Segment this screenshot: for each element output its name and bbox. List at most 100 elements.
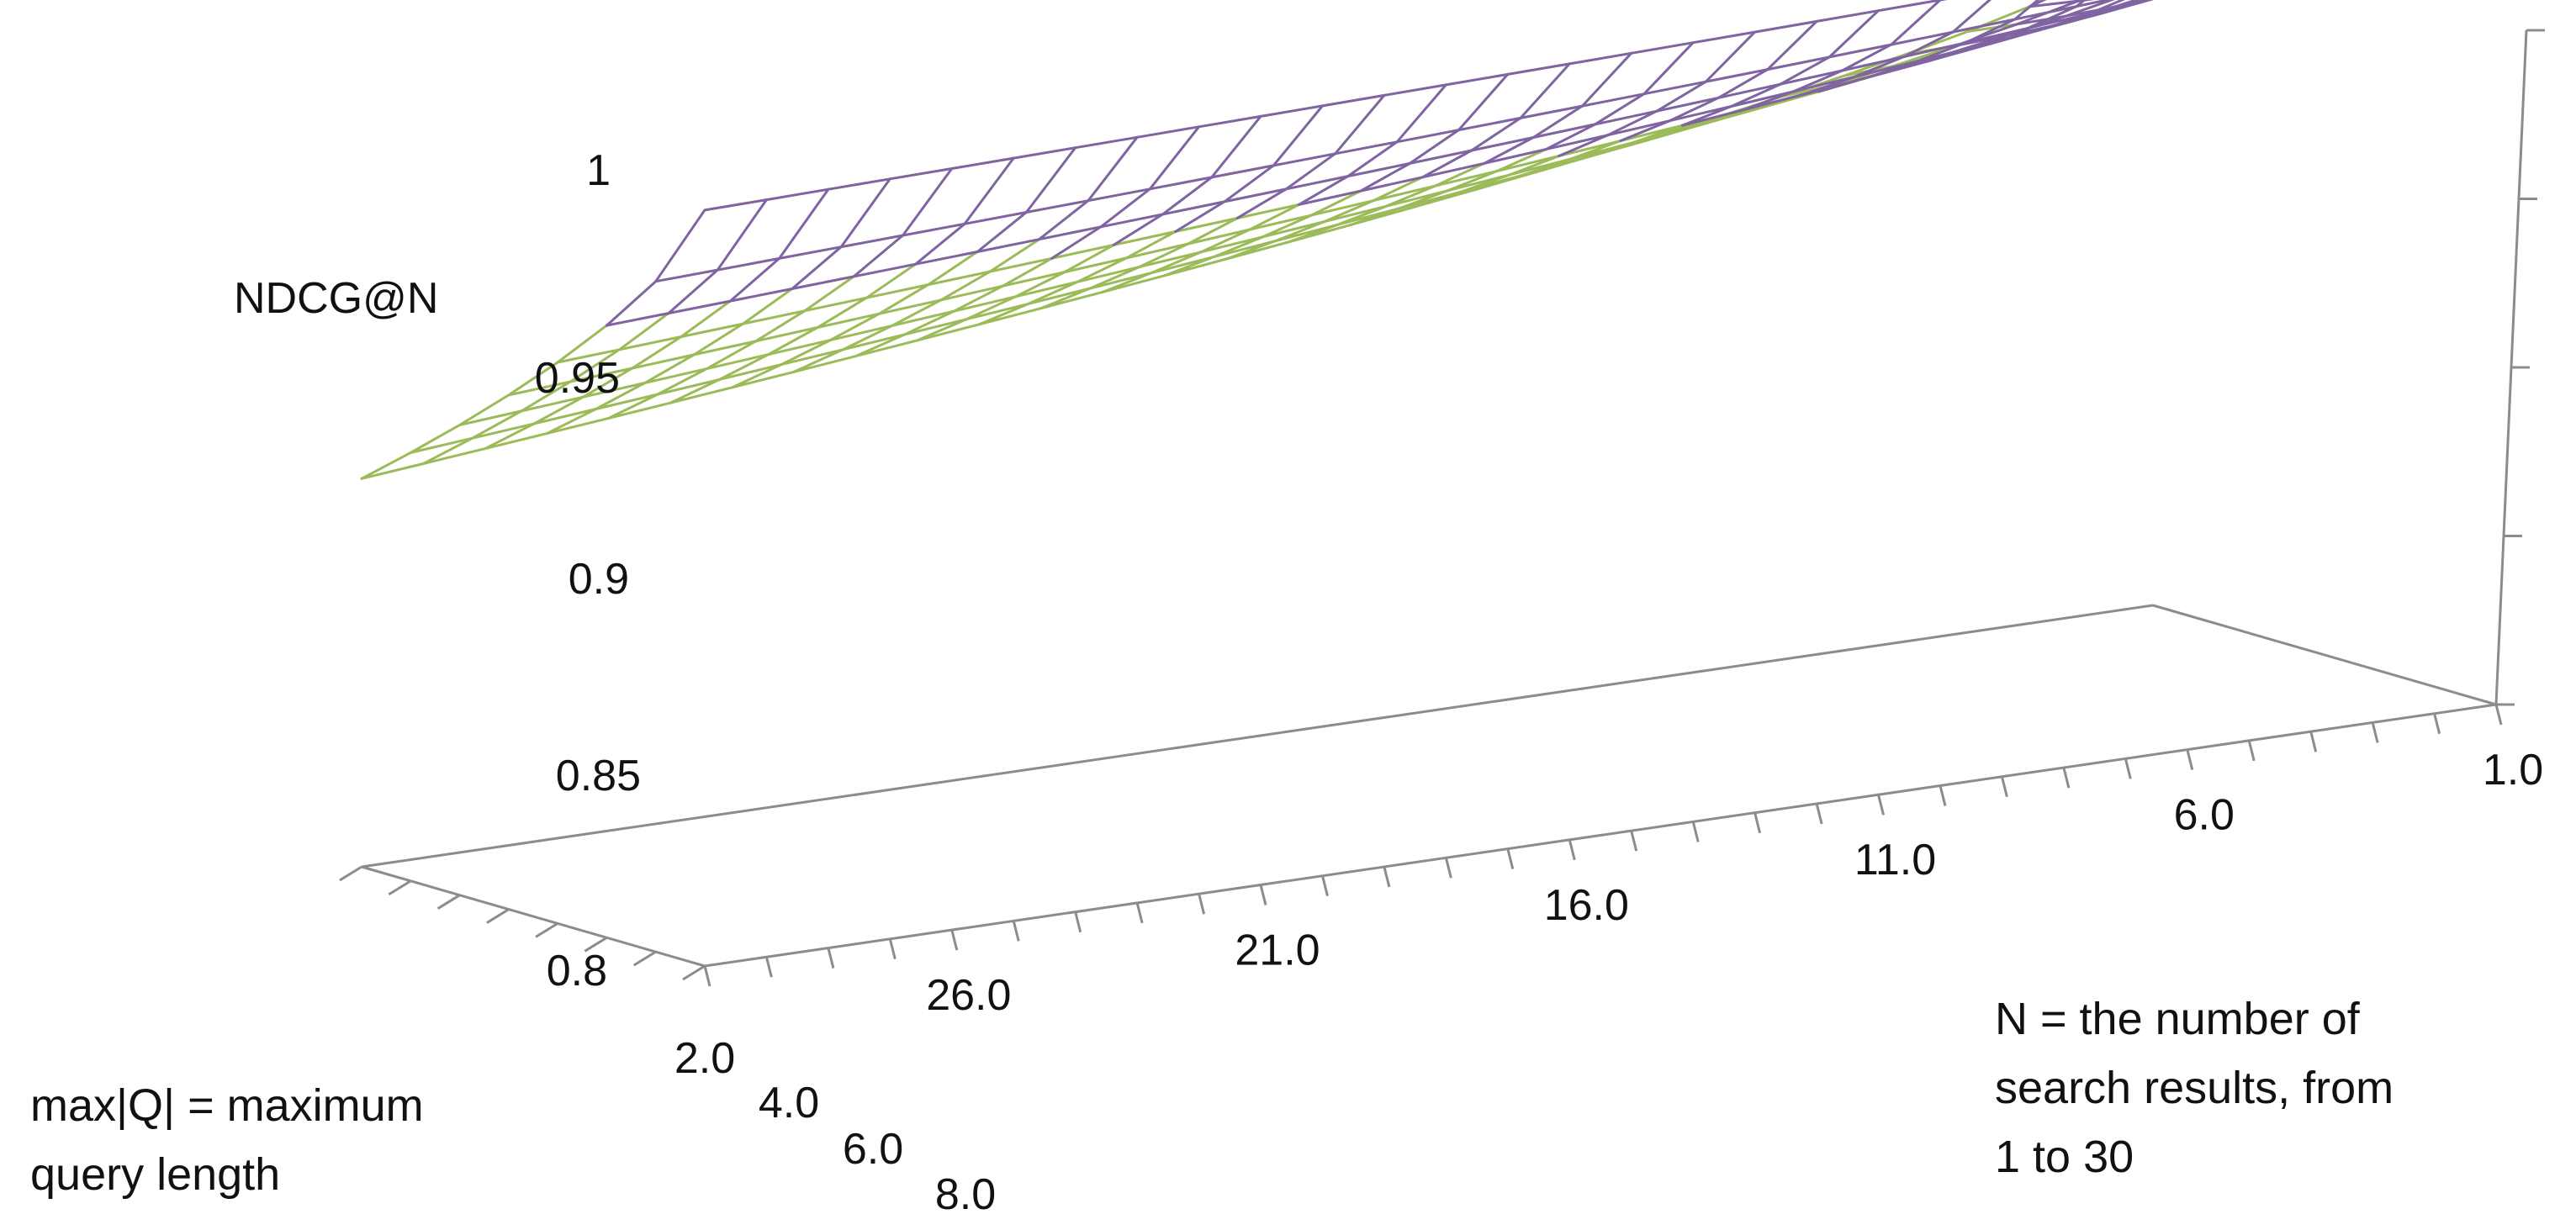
n-axis-tick bbox=[1135, 902, 1144, 924]
q-axis-tick bbox=[632, 950, 657, 967]
surface-grid-line bbox=[1038, 199, 1090, 241]
surface-grid-line bbox=[902, 167, 954, 237]
surface-grid-line bbox=[828, 324, 894, 342]
q-axis-tick bbox=[339, 865, 362, 882]
surface-grid-line bbox=[778, 245, 843, 260]
surface-grid-line bbox=[605, 280, 658, 327]
surface-grid-line bbox=[1966, 23, 2018, 33]
n-axis-tick bbox=[1321, 875, 1329, 897]
value-tick-label: 0.95 bbox=[535, 354, 620, 403]
surface-grid-line bbox=[816, 312, 881, 329]
surface-grid-line bbox=[705, 340, 758, 371]
surface-grid-line bbox=[605, 312, 670, 327]
n-axis-tick bbox=[1383, 866, 1391, 888]
surface-grid-line bbox=[618, 312, 670, 351]
surface-grid-line bbox=[1483, 148, 1547, 165]
surface-grid-line bbox=[963, 156, 1015, 225]
surface-grid-line bbox=[409, 436, 474, 454]
surface-grid-line bbox=[654, 268, 719, 283]
surface-grid-line bbox=[764, 187, 830, 202]
surface-grid-line bbox=[1027, 280, 1079, 305]
surface-grid-line bbox=[1001, 256, 1054, 288]
surface-grid-line bbox=[839, 177, 891, 249]
surface-grid-line bbox=[1272, 104, 1324, 167]
surface-grid-line bbox=[1135, 125, 1201, 139]
surface-grid-line bbox=[1704, 68, 1769, 83]
surface-grid-line bbox=[484, 432, 548, 451]
surface-grid-line bbox=[1408, 129, 1460, 165]
surface-grid-line bbox=[458, 393, 510, 426]
surface-grid-line bbox=[1310, 199, 1375, 217]
n-axis-tick bbox=[2433, 713, 2441, 735]
surface-grid-line bbox=[1212, 240, 1277, 259]
surface-grid-line bbox=[1519, 62, 1571, 119]
n-axis-tick bbox=[1506, 848, 1515, 869]
surface-grid-line bbox=[1470, 136, 1535, 152]
n-axis-tick bbox=[1753, 812, 1762, 834]
surface-grid-line bbox=[1766, 55, 1831, 71]
surface-grid-line bbox=[1580, 92, 1646, 108]
surface-grid-line bbox=[1791, 69, 1843, 93]
surface-grid-line bbox=[1495, 148, 1547, 172]
surface-grid-line bbox=[656, 367, 708, 396]
surface-grid-line bbox=[1124, 242, 1190, 260]
surface-grid-line bbox=[767, 339, 832, 356]
value-tick-label: 1 bbox=[586, 146, 611, 195]
surface-grid-line bbox=[1259, 104, 1324, 118]
surface-grid-line bbox=[1680, 108, 1746, 127]
surface-grid-line bbox=[1717, 68, 1769, 99]
surface-grid-line bbox=[731, 363, 783, 389]
surface-grid-line bbox=[854, 339, 919, 358]
surface-grid-line bbox=[692, 322, 744, 356]
surface-grid-line bbox=[2087, 0, 2150, 15]
surface-mesh bbox=[360, 0, 2155, 480]
surface-grid-line bbox=[916, 318, 968, 342]
surface-grid-line bbox=[1951, 0, 1992, 34]
n-axis-tick-label: 16.0 bbox=[1544, 881, 1629, 930]
surface-grid-line bbox=[1544, 134, 1610, 151]
surface-grid-line bbox=[1457, 116, 1522, 132]
surface-grid-line bbox=[1112, 213, 1164, 246]
surface-grid-line bbox=[1298, 189, 1362, 206]
q-axis-tick bbox=[486, 908, 510, 924]
surface-grid-line bbox=[1050, 243, 1115, 260]
surface-grid-line bbox=[1261, 220, 1326, 239]
surface-grid-line bbox=[458, 409, 523, 426]
depth-axis-title: max|Q| = maximum query length bbox=[30, 1080, 436, 1200]
surface-grid-line bbox=[556, 348, 622, 364]
surface-grid-line bbox=[669, 386, 734, 404]
surface-grid-line bbox=[1346, 140, 1399, 178]
surface-grid-line bbox=[1606, 119, 1671, 137]
floor-right-edge bbox=[2152, 604, 2497, 706]
surface-grid-line bbox=[421, 436, 474, 465]
value-tick-label: 0.9 bbox=[569, 555, 629, 604]
surface-grid-line bbox=[1779, 55, 1831, 86]
surface-grid-line bbox=[1444, 72, 1510, 87]
surface-grid-line bbox=[1174, 217, 1239, 233]
q-axis-tick bbox=[682, 964, 706, 981]
surface-grid-line bbox=[582, 381, 647, 399]
surface-grid-line bbox=[963, 211, 1028, 225]
surface-grid-line bbox=[654, 209, 706, 283]
surface-grid-line bbox=[2013, 5, 2078, 21]
q-axis-tick-label: 8.0 bbox=[935, 1170, 996, 1219]
surface-grid-line bbox=[2028, 0, 2047, 8]
surface-grid-line bbox=[643, 353, 696, 384]
surface-grid-line bbox=[705, 353, 770, 371]
n-axis-tick bbox=[1444, 857, 1452, 879]
surface-grid-line bbox=[841, 324, 894, 351]
surface-grid-line bbox=[742, 309, 807, 325]
surface-grid-line bbox=[1284, 175, 1350, 191]
surface-grid-line bbox=[1902, 41, 1967, 58]
q-axis-tick-label: 2.0 bbox=[674, 1034, 735, 1083]
surface-grid-line bbox=[1223, 164, 1275, 203]
surface-grid-line bbox=[1138, 242, 1190, 269]
surface-grid-line bbox=[680, 322, 744, 338]
surface-grid-line bbox=[1274, 223, 1339, 243]
surface-grid-line bbox=[1594, 92, 1646, 126]
surface-grid-line bbox=[1877, 0, 1942, 13]
surface-grid-line bbox=[1148, 176, 1214, 191]
surface-grid-line bbox=[1753, 19, 1818, 34]
surface-grid-line bbox=[1076, 266, 1140, 283]
surface-grid-line bbox=[1212, 235, 1264, 259]
